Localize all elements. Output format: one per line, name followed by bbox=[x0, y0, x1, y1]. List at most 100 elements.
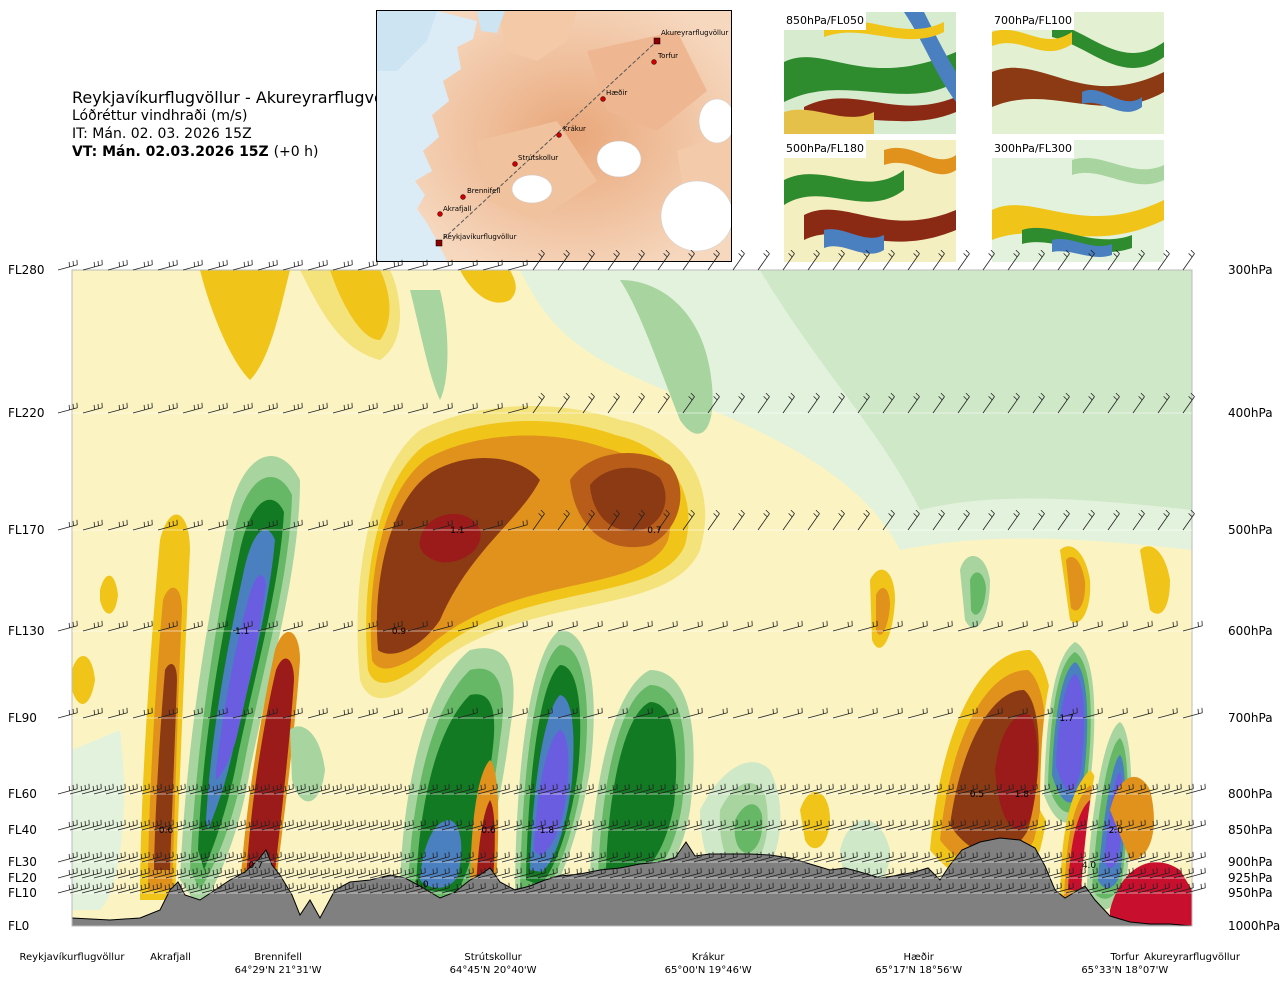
wind-barb bbox=[609, 867, 630, 879]
route-point-label: Hæðir bbox=[606, 89, 627, 97]
wind-barb bbox=[807, 707, 828, 719]
wind-barb bbox=[669, 783, 690, 795]
wind-barb bbox=[141, 867, 162, 879]
wind-barb bbox=[82, 707, 103, 719]
wind-barb bbox=[1032, 620, 1053, 632]
wind-barb bbox=[1077, 851, 1098, 863]
wind-barb bbox=[1029, 882, 1050, 894]
route-point-marker bbox=[437, 211, 443, 217]
wind-barb bbox=[932, 250, 945, 271]
wind-barb bbox=[969, 867, 990, 879]
wind-barb bbox=[381, 882, 402, 894]
wind-barb bbox=[1007, 250, 1020, 271]
route-point-marker bbox=[556, 132, 562, 138]
panel-500hpa-map bbox=[784, 140, 956, 262]
wind-barb bbox=[813, 882, 834, 894]
wind-barb bbox=[453, 783, 474, 795]
wind-barb bbox=[857, 392, 870, 414]
contour-value-label: 4.0 bbox=[1082, 861, 1097, 871]
wind-barb bbox=[681, 783, 702, 795]
wind-barb bbox=[657, 851, 678, 863]
wind-barb bbox=[741, 851, 762, 863]
wind-barb bbox=[407, 519, 428, 531]
wind-barb bbox=[525, 783, 546, 795]
wind-barb bbox=[921, 867, 942, 879]
wind-barb bbox=[1185, 783, 1206, 795]
wind-barb bbox=[1125, 783, 1146, 795]
wind-barb bbox=[307, 519, 328, 531]
wind-barb bbox=[429, 851, 450, 863]
wind-barb bbox=[933, 783, 954, 795]
wind-barb bbox=[232, 402, 253, 414]
wind-barb bbox=[707, 509, 720, 531]
wind-barb bbox=[57, 402, 78, 414]
wind-barb bbox=[669, 819, 690, 831]
wind-barb bbox=[632, 250, 645, 271]
wind-barb bbox=[909, 783, 930, 795]
wind-barb bbox=[189, 783, 210, 795]
axis-labels: FL280 300hPa FL220 400hPa FL170 500hPa FL130 60… bbox=[8, 263, 1280, 933]
wind-barb bbox=[932, 509, 945, 531]
panel-700hpa-map bbox=[992, 12, 1164, 134]
wind-barb bbox=[557, 392, 570, 414]
wind-barb bbox=[857, 250, 870, 271]
terrain-profile bbox=[72, 837, 1192, 926]
wind-barb bbox=[907, 707, 928, 719]
wind-barb bbox=[957, 392, 970, 414]
wind-barb bbox=[897, 783, 918, 795]
wind-barb bbox=[405, 867, 426, 879]
wind-barb bbox=[857, 509, 870, 531]
wind-barb bbox=[813, 867, 834, 879]
wind-barb bbox=[482, 620, 503, 632]
wind-barb bbox=[657, 392, 670, 414]
wind-barb bbox=[93, 819, 114, 831]
wind-barb bbox=[537, 867, 558, 879]
wind-barb bbox=[525, 882, 546, 894]
wind-barb bbox=[645, 851, 666, 863]
wind-barb bbox=[585, 783, 606, 795]
wind-barb bbox=[501, 851, 522, 863]
wind-barb bbox=[657, 819, 678, 831]
wind-barb bbox=[757, 620, 778, 632]
wind-barb bbox=[93, 882, 114, 894]
wind-barb bbox=[837, 819, 858, 831]
flight-level-label: FL40 bbox=[8, 823, 37, 837]
wind-barb bbox=[189, 867, 210, 879]
wind-barb bbox=[632, 707, 653, 719]
wind-barb bbox=[1082, 509, 1095, 531]
wind-barb bbox=[632, 392, 645, 414]
wind-barb bbox=[607, 620, 628, 632]
wind-barb bbox=[81, 882, 102, 894]
wind-barb bbox=[182, 707, 203, 719]
wind-barb bbox=[1082, 620, 1103, 632]
chart-subtitle: Lóðréttur vindhraði (m/s) bbox=[72, 108, 248, 124]
panel-500hpa: 500hPa/FL180 bbox=[784, 140, 956, 262]
wind-barb bbox=[757, 509, 770, 531]
wind-barb bbox=[1032, 250, 1045, 271]
route-point-label: Akrafjall bbox=[443, 205, 472, 213]
wind-barb bbox=[1089, 851, 1110, 863]
wind-barb bbox=[693, 783, 714, 795]
wind-barb bbox=[249, 783, 270, 795]
pressure-level-label: 500hPa bbox=[1228, 523, 1273, 537]
wind-barb bbox=[117, 819, 138, 831]
wind-barb bbox=[1101, 851, 1122, 863]
wind-barb bbox=[717, 851, 738, 863]
wind-barb bbox=[885, 882, 906, 894]
waypoint-label: Hæðir 65°17'N 18°56'W bbox=[859, 951, 979, 977]
wind-barb bbox=[1149, 882, 1170, 894]
wind-barb bbox=[557, 250, 570, 271]
wind-barb bbox=[417, 867, 438, 879]
wind-barb bbox=[93, 783, 114, 795]
wind-barb bbox=[165, 882, 186, 894]
wind-barbs bbox=[57, 250, 1206, 894]
wind-barb bbox=[1007, 392, 1020, 414]
wind-barb bbox=[1137, 819, 1158, 831]
wind-barb bbox=[1161, 851, 1182, 863]
wind-barb bbox=[982, 509, 995, 531]
plot-frame bbox=[71, 269, 1193, 927]
wind-barb bbox=[165, 867, 186, 879]
wind-barb bbox=[1082, 392, 1095, 414]
wind-barb bbox=[573, 819, 594, 831]
wind-barb bbox=[1005, 882, 1026, 894]
